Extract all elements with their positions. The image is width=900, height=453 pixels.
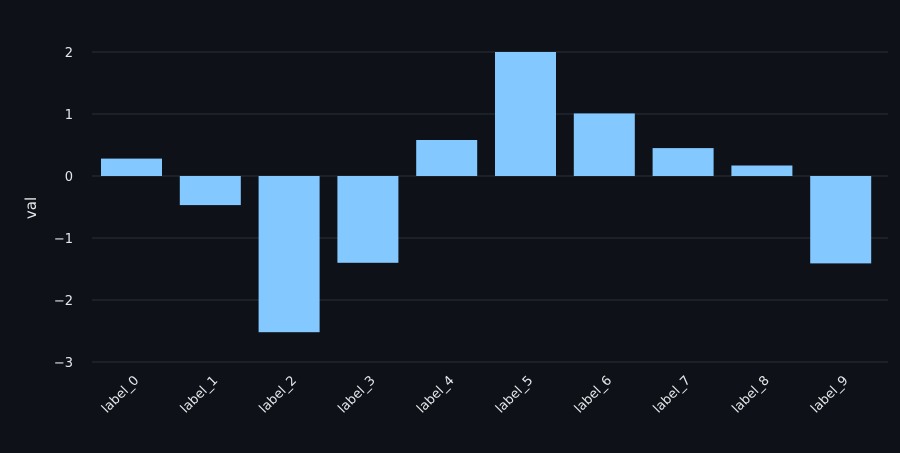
- y-axis-title: val: [22, 197, 40, 219]
- x-tick-label: label_3: [335, 373, 378, 416]
- x-tick-label: label_0: [99, 373, 142, 416]
- x-tick-label: label_7: [651, 373, 694, 416]
- bar-label_3[interactable]: [337, 176, 399, 263]
- y-tick-labels: 2 1 0 −1 −2 −3: [54, 46, 73, 371]
- bar-label_7[interactable]: [652, 148, 714, 176]
- bar-label_5[interactable]: [495, 52, 556, 176]
- bar-label_1[interactable]: [179, 176, 241, 206]
- y-tick-label: 1: [65, 108, 73, 123]
- bar-label_2[interactable]: [258, 176, 320, 333]
- bar-label_4[interactable]: [416, 140, 478, 176]
- x-tick-label: label_5: [493, 373, 536, 416]
- gridlines: [92, 51, 888, 363]
- y-tick-label: −3: [54, 356, 73, 371]
- x-tick-label: label_4: [414, 373, 457, 416]
- bar-label_9[interactable]: [810, 176, 872, 264]
- bar-label_0[interactable]: [101, 158, 162, 176]
- y-tick-label: −2: [54, 294, 73, 309]
- x-tick-label: label_1: [178, 373, 221, 416]
- x-tick-label: label_6: [572, 373, 615, 416]
- bar-label_8[interactable]: [731, 165, 793, 177]
- bar-label_6[interactable]: [573, 113, 635, 176]
- bars: [101, 52, 872, 333]
- x-axis-title: x: [486, 448, 495, 453]
- x-tick-label: label_8: [729, 373, 772, 416]
- y-tick-label: 0: [65, 170, 73, 185]
- y-tick-label: −1: [54, 232, 73, 247]
- x-tick-label: label_9: [808, 373, 851, 416]
- x-tick-labels: label_0 label_1 label_2 label_3 label_4 label…: [99, 373, 851, 416]
- y-tick-label: 2: [65, 46, 73, 61]
- x-tick-label: label_2: [257, 373, 300, 416]
